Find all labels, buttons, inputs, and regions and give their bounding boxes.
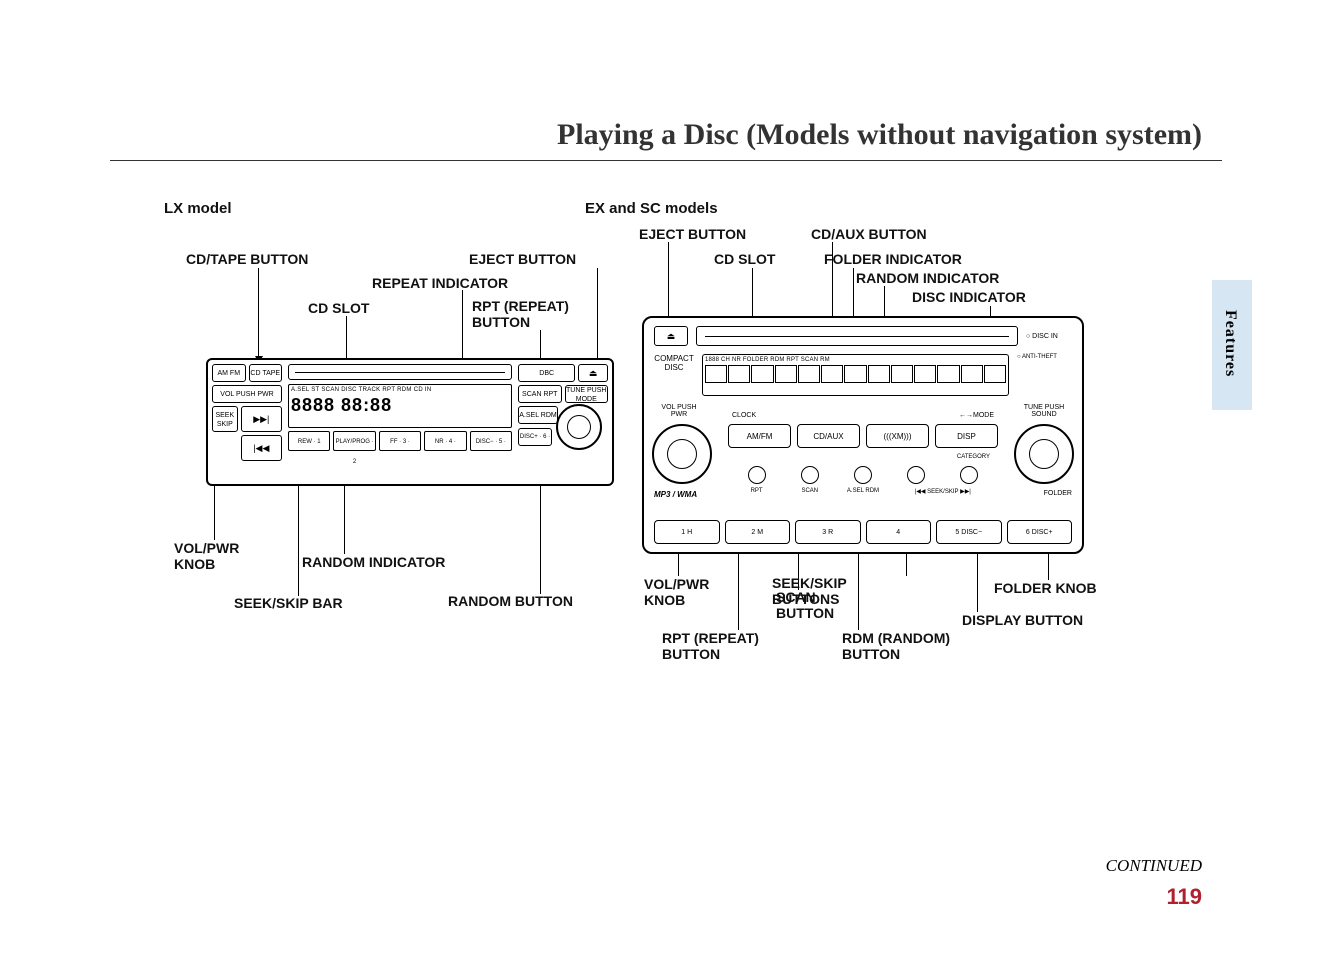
ex-mode-label: ←→MODE (959, 412, 994, 419)
lx-eject-button[interactable]: ⏏ (578, 364, 608, 382)
ex-tune-knob[interactable] (1014, 424, 1074, 484)
ex-disc-in: ○ DISC IN (1026, 333, 1072, 340)
lx-scan-rpt-button[interactable]: SCAN RPT (518, 385, 562, 403)
lx-cd-slot[interactable] (288, 364, 512, 380)
ex-amfm-button[interactable]: AM/FM (728, 424, 791, 448)
lx-eject-label: EJECT BUTTON (469, 251, 576, 267)
lx-cd-tape-button[interactable]: CD TAPE (249, 364, 283, 382)
page-number: 119 (1167, 884, 1203, 910)
ex-preset-2[interactable]: 2 M (725, 520, 791, 544)
ex-disc-ind-label: DISC INDICATOR (912, 289, 1026, 305)
ex-cdslot-label: CD SLOT (714, 251, 775, 267)
continued-label: CONTINUED (1106, 856, 1202, 876)
ex-asel-rdm-button[interactable] (854, 466, 872, 484)
ex-rpt-small-label: RPT (730, 488, 783, 495)
ex-cdaux-button[interactable]: CD/AUX (797, 424, 860, 448)
side-tab: Features (1221, 310, 1239, 377)
ex-anti-theft: ○ ANTI-THEFT (1017, 354, 1072, 360)
ex-radio: ⏏ ○ DISC IN COMPACT DISC 1888 CH NR FOLD… (642, 316, 1084, 554)
ex-preset-5[interactable]: 5 DISC− (936, 520, 1002, 544)
lx-volpwr-label: VOL/PWR KNOB (174, 540, 239, 572)
ex-seek-up-button[interactable] (960, 466, 978, 484)
lx-random-btn-label: RANDOM BUTTON (448, 593, 573, 609)
lx-presets: REW · 1 PLAY/PROG · 2 FF · 3 · NR · 4 · … (288, 431, 512, 451)
ex-display-btn-label: DISPLAY BUTTON (962, 612, 1083, 628)
ex-preset-3[interactable]: 3 R (795, 520, 861, 544)
lx-fwd-button[interactable]: ▶▶| (241, 406, 282, 432)
lx-preset-6[interactable]: DISC+ · 6 · (518, 428, 552, 446)
lx-display-indicators: A.SEL ST SCAN DISC TRACK RPT RDM CD IN (291, 387, 509, 393)
ex-seekskip-small-label: |◀◀ SEEK/SKIP ▶▶| (890, 488, 996, 495)
ex-asel-small-label: A.SEL RDM (836, 488, 889, 495)
lx-heading: LX model (164, 200, 232, 217)
lx-preset-3[interactable]: FF · 3 · (379, 431, 421, 451)
ex-xm-button[interactable]: (((XM))) (866, 424, 929, 448)
ex-random-ind-label: RANDOM INDICATOR (856, 270, 999, 286)
ex-folder-knob-label: FOLDER KNOB (994, 580, 1097, 596)
ex-eject-button[interactable]: ⏏ (654, 326, 688, 346)
ex-rpt-button[interactable] (748, 466, 766, 484)
lx-radio: AM FM CD TAPE VOL PUSH PWR SEEK SKIP ▶▶|… (206, 358, 614, 486)
lx-seek-skip-button[interactable]: SEEK SKIP (212, 406, 238, 432)
lx-preset-5[interactable]: DISC− · 5 · (470, 431, 512, 451)
lx-cd-tape-label: CD/TAPE BUTTON (186, 251, 308, 267)
lx-display: A.SEL ST SCAN DISC TRACK RPT RDM CD IN 8… (288, 384, 512, 428)
ex-preset-4[interactable]: 4 (866, 520, 932, 544)
ex-rpt-btn-label: RPT (REPEAT) BUTTON (662, 630, 759, 662)
ex-disp-button[interactable]: DISP (935, 424, 998, 448)
lx-rdm-ind-label: RANDOM INDICATOR (302, 554, 445, 570)
ex-heading: EX and SC models (585, 200, 718, 217)
ex-seek-skip-label: SEEK/SKIP BUTTONS (772, 575, 847, 607)
title-rule (110, 160, 1222, 161)
lx-rew-button[interactable]: |◀◀ (241, 435, 282, 461)
ex-vol-knob[interactable] (652, 424, 712, 484)
lx-preset-2[interactable]: PLAY/PROG · 2 (333, 431, 375, 451)
lx-preset-1[interactable]: REW · 1 (288, 431, 330, 451)
page-title: Playing a Disc (Models without navigatio… (557, 118, 1202, 152)
ex-seek-down-button[interactable] (907, 466, 925, 484)
ex-tune-label: TUNE PUSH SOUND (1016, 404, 1072, 418)
lx-rpt-label: RPT (REPEAT) BUTTON (472, 298, 569, 330)
ex-mp3-label: MP3 / WMA (654, 490, 697, 499)
ex-compact-disc: COMPACT DISC (654, 354, 694, 372)
lx-asel-rdm-button[interactable]: A.SEL RDM (518, 406, 558, 424)
ex-vol-label: VOL PUSH PWR (654, 404, 704, 418)
lx-repeat-ind-label: REPEAT INDICATOR (372, 275, 508, 291)
lx-cd-slot-label: CD SLOT (308, 300, 369, 316)
ex-cd-slot[interactable] (696, 326, 1018, 346)
ex-volpwr-label: VOL/PWR KNOB (644, 576, 709, 608)
lx-tune-mode-label: TUNE PUSH MODE (565, 385, 609, 403)
lx-vol-pwr-label-small: VOL PUSH PWR (212, 385, 282, 403)
lx-dbc-button[interactable]: DBC (518, 364, 575, 382)
ex-preset-1[interactable]: 1 H (654, 520, 720, 544)
ex-scan-small-label: SCAN (783, 488, 836, 495)
ex-display-text: 1888 CH NR FOLDER RDM RPT SCAN RM (705, 357, 1006, 363)
lx-seek-skip-label: SEEK/SKIP BAR (234, 595, 343, 611)
ex-scan-button[interactable] (801, 466, 819, 484)
ex-display: 1888 CH NR FOLDER RDM RPT SCAN RM (702, 354, 1009, 396)
ex-category-label: CATEGORY (957, 454, 990, 460)
ex-eject-label: EJECT BUTTON (639, 226, 746, 242)
ex-clock-label: CLOCK (732, 412, 756, 419)
ex-folder-ind-label: FOLDER INDICATOR (824, 251, 962, 267)
ex-folder-label: FOLDER (1044, 490, 1072, 497)
lx-preset-4[interactable]: NR · 4 · (424, 431, 466, 451)
ex-preset-6[interactable]: 6 DISC+ (1007, 520, 1073, 544)
ex-rdm-btn-label: RDM (RANDOM) BUTTON (842, 630, 950, 662)
ex-cdaux-label: CD/AUX BUTTON (811, 226, 927, 242)
lx-am-fm-button[interactable]: AM FM (212, 364, 246, 382)
lx-tune-knob[interactable] (556, 404, 602, 450)
